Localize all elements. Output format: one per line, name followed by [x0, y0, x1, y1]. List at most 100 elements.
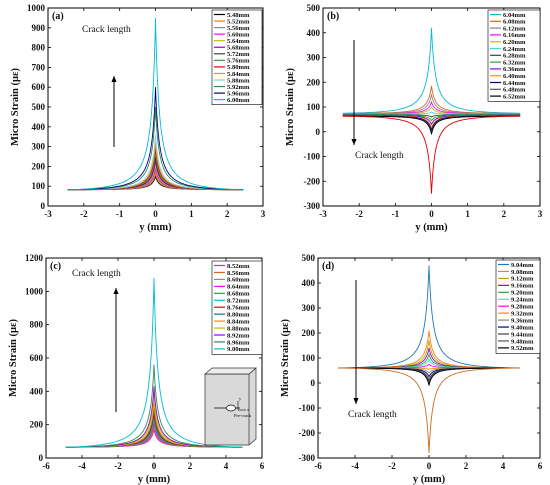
legend-entry: 6.00mm — [227, 97, 250, 104]
x-tick-label: -6 — [42, 461, 50, 471]
legend-entry: 5.84mm — [227, 71, 250, 78]
legend-entry: 6.44mm — [503, 80, 526, 87]
series-line — [65, 386, 243, 448]
series-line — [338, 367, 520, 386]
legend-entry: 5.60mm — [227, 31, 250, 38]
x-tick-label: 2 — [225, 209, 230, 219]
legend-entry: 9.12mm — [511, 276, 534, 283]
y-tick-label: 0 — [316, 127, 321, 137]
y-tick-label: 200 — [32, 161, 46, 171]
annotation-text: Crack length — [72, 269, 121, 279]
legend: 5.48mm5.52mm5.56mm5.60mm5.64mm5.68mm5.72… — [211, 9, 263, 105]
pre-crack-marker — [226, 404, 236, 412]
legend-box — [211, 9, 263, 105]
legend-entry: 8.80mm — [227, 311, 250, 318]
x-axis-title: y (mm) — [413, 474, 446, 485]
x-tick-label: -4 — [78, 461, 86, 471]
panel-tag: (a) — [52, 11, 64, 22]
legend-entry: 8.92mm — [227, 332, 250, 339]
chart-panel-0: -3 -2 -1 0 1 2 3 0 100 200 300 400 500 600 700 800 900 10… — [10, 3, 266, 233]
x-tick-label: 1 — [465, 209, 470, 219]
series-line — [338, 367, 520, 454]
x-tick-label: 0 — [427, 461, 432, 471]
x-tick-label: 2 — [502, 209, 507, 219]
y-tick-label: 600 — [30, 353, 44, 363]
y-tick-label: 1000 — [27, 3, 46, 13]
x-axis-title: y (mm) — [415, 222, 448, 233]
y-tick-label: 200 — [30, 420, 44, 430]
legend-entry: 5.88mm — [227, 77, 250, 84]
series-line — [342, 85, 521, 114]
legend: 9.04mm9.08mm9.12mm9.16mm9.20mm9.24mm9.28… — [495, 259, 541, 354]
x-tick-label: 3 — [538, 209, 543, 219]
legend-entry: 9.48mm — [511, 338, 534, 345]
y-tick-label: 400 — [30, 386, 44, 396]
x-tick-label: 0 — [429, 209, 434, 219]
annotation-arrowhead — [113, 288, 119, 294]
series-line — [67, 174, 244, 191]
legend-entry: 6.40mm — [503, 73, 526, 80]
series-line — [342, 115, 521, 194]
y-tick-label: 500 — [32, 102, 46, 112]
legend-entry: 9.24mm — [511, 297, 534, 304]
legend-entry: 8.76mm — [227, 305, 250, 312]
legend-entry: 9.52mm — [511, 345, 534, 352]
series-line — [67, 106, 244, 191]
x-tick-label: -2 — [114, 461, 122, 471]
chart-panel-3: -6 -4 -2 0 2 4 6 -300 -200 -100 0 100 200 300 400 500 y … — [280, 253, 543, 485]
y-tick-label: 1200 — [25, 253, 44, 263]
x-tick-label: 3 — [261, 209, 266, 219]
legend-entry: 5.96mm — [227, 90, 250, 97]
legend-entry: 8.72mm — [227, 298, 250, 305]
legend-entry: 8.96mm — [227, 339, 250, 346]
legend-entry: 6.28mm — [503, 53, 526, 60]
y-tick-label: 800 — [30, 320, 44, 330]
series-line — [67, 134, 244, 191]
x-tick-label: 0 — [153, 209, 158, 219]
x-tick-label: 4 — [224, 461, 229, 471]
y-axis-title: Micro Strain (με) — [285, 68, 296, 146]
y-tick-label: 0 — [41, 201, 46, 211]
x-tick-label: -3 — [319, 209, 327, 219]
y-tick-label: 400 — [302, 278, 316, 288]
x-tick-label: -6 — [314, 461, 322, 471]
annotation-text: Crack length — [355, 151, 404, 161]
x-axis-title: y (mm) — [139, 222, 172, 233]
y-tick-label: 0 — [39, 453, 44, 463]
x-tick-label: 2 — [464, 461, 469, 471]
legend-entry: 6.24mm — [503, 46, 526, 53]
legend-entry: 9.08mm — [511, 269, 534, 276]
y-axis-title: Micro Strain (με) — [10, 68, 21, 146]
legend-entry: 5.92mm — [227, 84, 250, 91]
legend-entry: 9.36mm — [511, 317, 534, 324]
y-tick-label: 900 — [32, 23, 46, 33]
y-tick-label: -100 — [299, 403, 316, 413]
legend-entry: 6.08mm — [503, 19, 526, 26]
legend-entry: 5.80mm — [227, 64, 250, 71]
series-line — [342, 115, 521, 135]
legend-entry: 8.56mm — [227, 270, 250, 277]
series-line — [67, 17, 244, 191]
x-tick-label: -1 — [392, 209, 400, 219]
y-tick-label: 0 — [311, 378, 316, 388]
specimen-top-face — [204, 367, 257, 375]
legend-entry: 6.16mm — [503, 32, 526, 39]
series-line — [67, 87, 244, 191]
legend-entry: 9.16mm — [511, 283, 534, 290]
annotation-text: Crack length — [348, 410, 397, 420]
legend-entry: 8.60mm — [227, 277, 250, 284]
y-tick-label: 300 — [307, 53, 321, 63]
annotation-arrowhead — [111, 76, 117, 82]
legend-entry: 8.84mm — [227, 318, 250, 325]
legend-entry: 6.04mm — [503, 12, 526, 19]
legend-entry: 6.32mm — [503, 59, 526, 66]
y-tick-label: 600 — [32, 82, 46, 92]
series-line — [342, 27, 521, 114]
y-tick-label: 700 — [32, 62, 46, 72]
x-tick-label: 0 — [152, 461, 157, 471]
y-tick-label: 200 — [302, 328, 316, 338]
y-tick-label: -300 — [299, 453, 316, 463]
legend-entry: 5.56mm — [227, 25, 250, 32]
legend-entry: 9.20mm — [511, 290, 534, 297]
